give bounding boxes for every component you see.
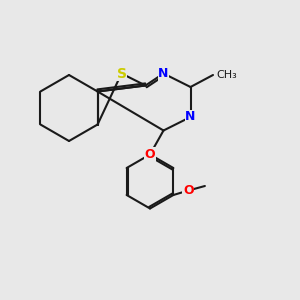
Text: O: O	[145, 148, 155, 161]
Text: S: S	[116, 67, 127, 80]
Text: N: N	[158, 67, 169, 80]
Text: O: O	[183, 184, 194, 197]
Text: N: N	[185, 110, 196, 124]
Text: CH₃: CH₃	[217, 70, 237, 80]
